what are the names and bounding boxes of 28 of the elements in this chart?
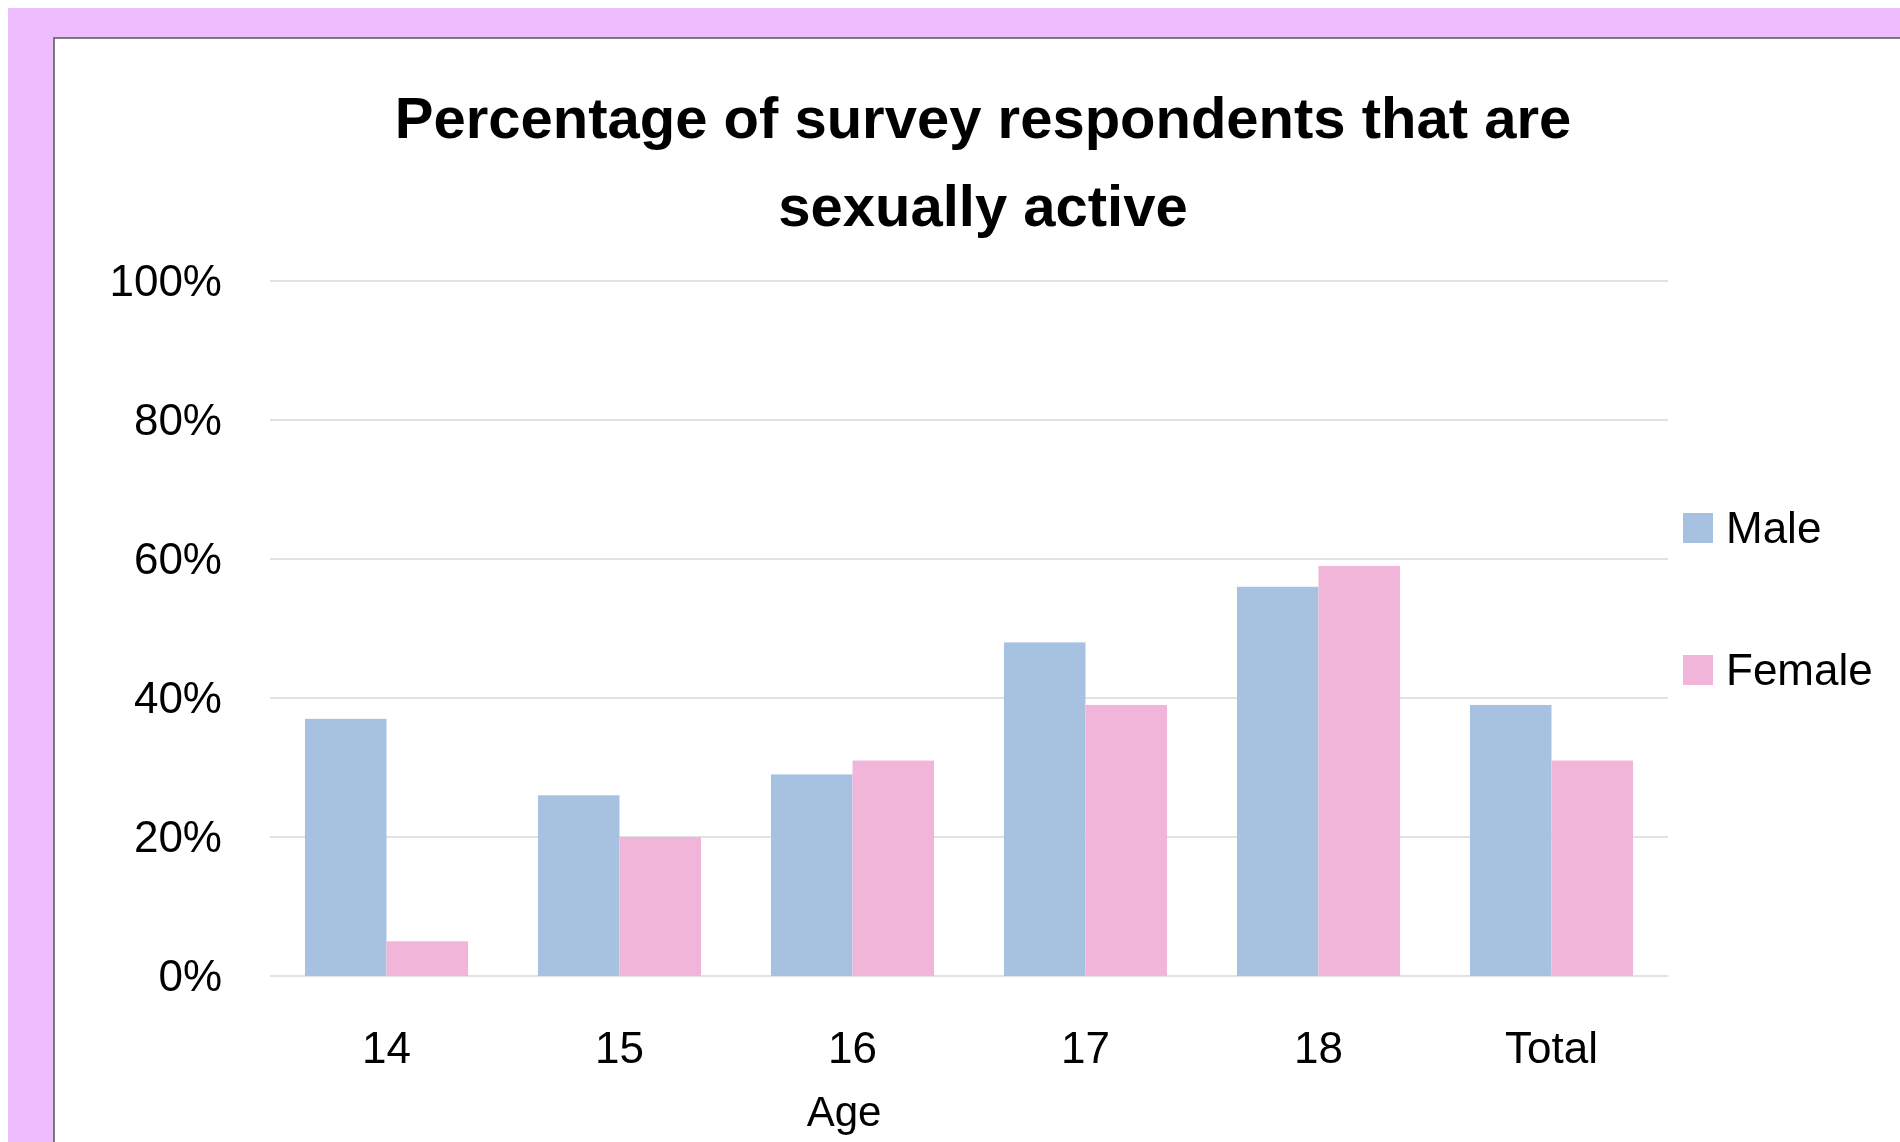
bar (1085, 704, 1168, 976)
x-tick-label: 14 (362, 1023, 411, 1072)
bar (852, 760, 935, 976)
legend-label: Male (1726, 503, 1822, 553)
x-tick-label: 18 (1294, 1023, 1343, 1072)
y-tick-label: 100% (109, 256, 222, 306)
y-tick-label: 0% (158, 951, 222, 1001)
x-tick-label: 15 (595, 1023, 644, 1072)
bar (1003, 642, 1086, 976)
chart-title: Percentage of survey respondents that are sexually active (394, 85, 1572, 238)
y-tick-label: 40% (133, 673, 222, 723)
bar (537, 795, 620, 976)
bar (619, 837, 702, 976)
bar (770, 774, 853, 976)
y-tick-label: 60% (133, 534, 222, 584)
bar (1236, 586, 1319, 976)
x-tick-label: Total (1505, 1023, 1598, 1072)
x-tick-label: 16 (828, 1023, 877, 1072)
y-tick-label: 20% (133, 812, 222, 862)
x-axis-title: Age (806, 1088, 882, 1135)
bar (304, 718, 387, 976)
y-tick-label: 80% (133, 395, 222, 445)
legend-label: Female (1726, 645, 1873, 695)
bar (1469, 704, 1552, 976)
bar (1551, 760, 1634, 976)
bar (386, 941, 469, 976)
bar (1318, 565, 1401, 976)
x-tick-label: 17 (1061, 1023, 1110, 1072)
